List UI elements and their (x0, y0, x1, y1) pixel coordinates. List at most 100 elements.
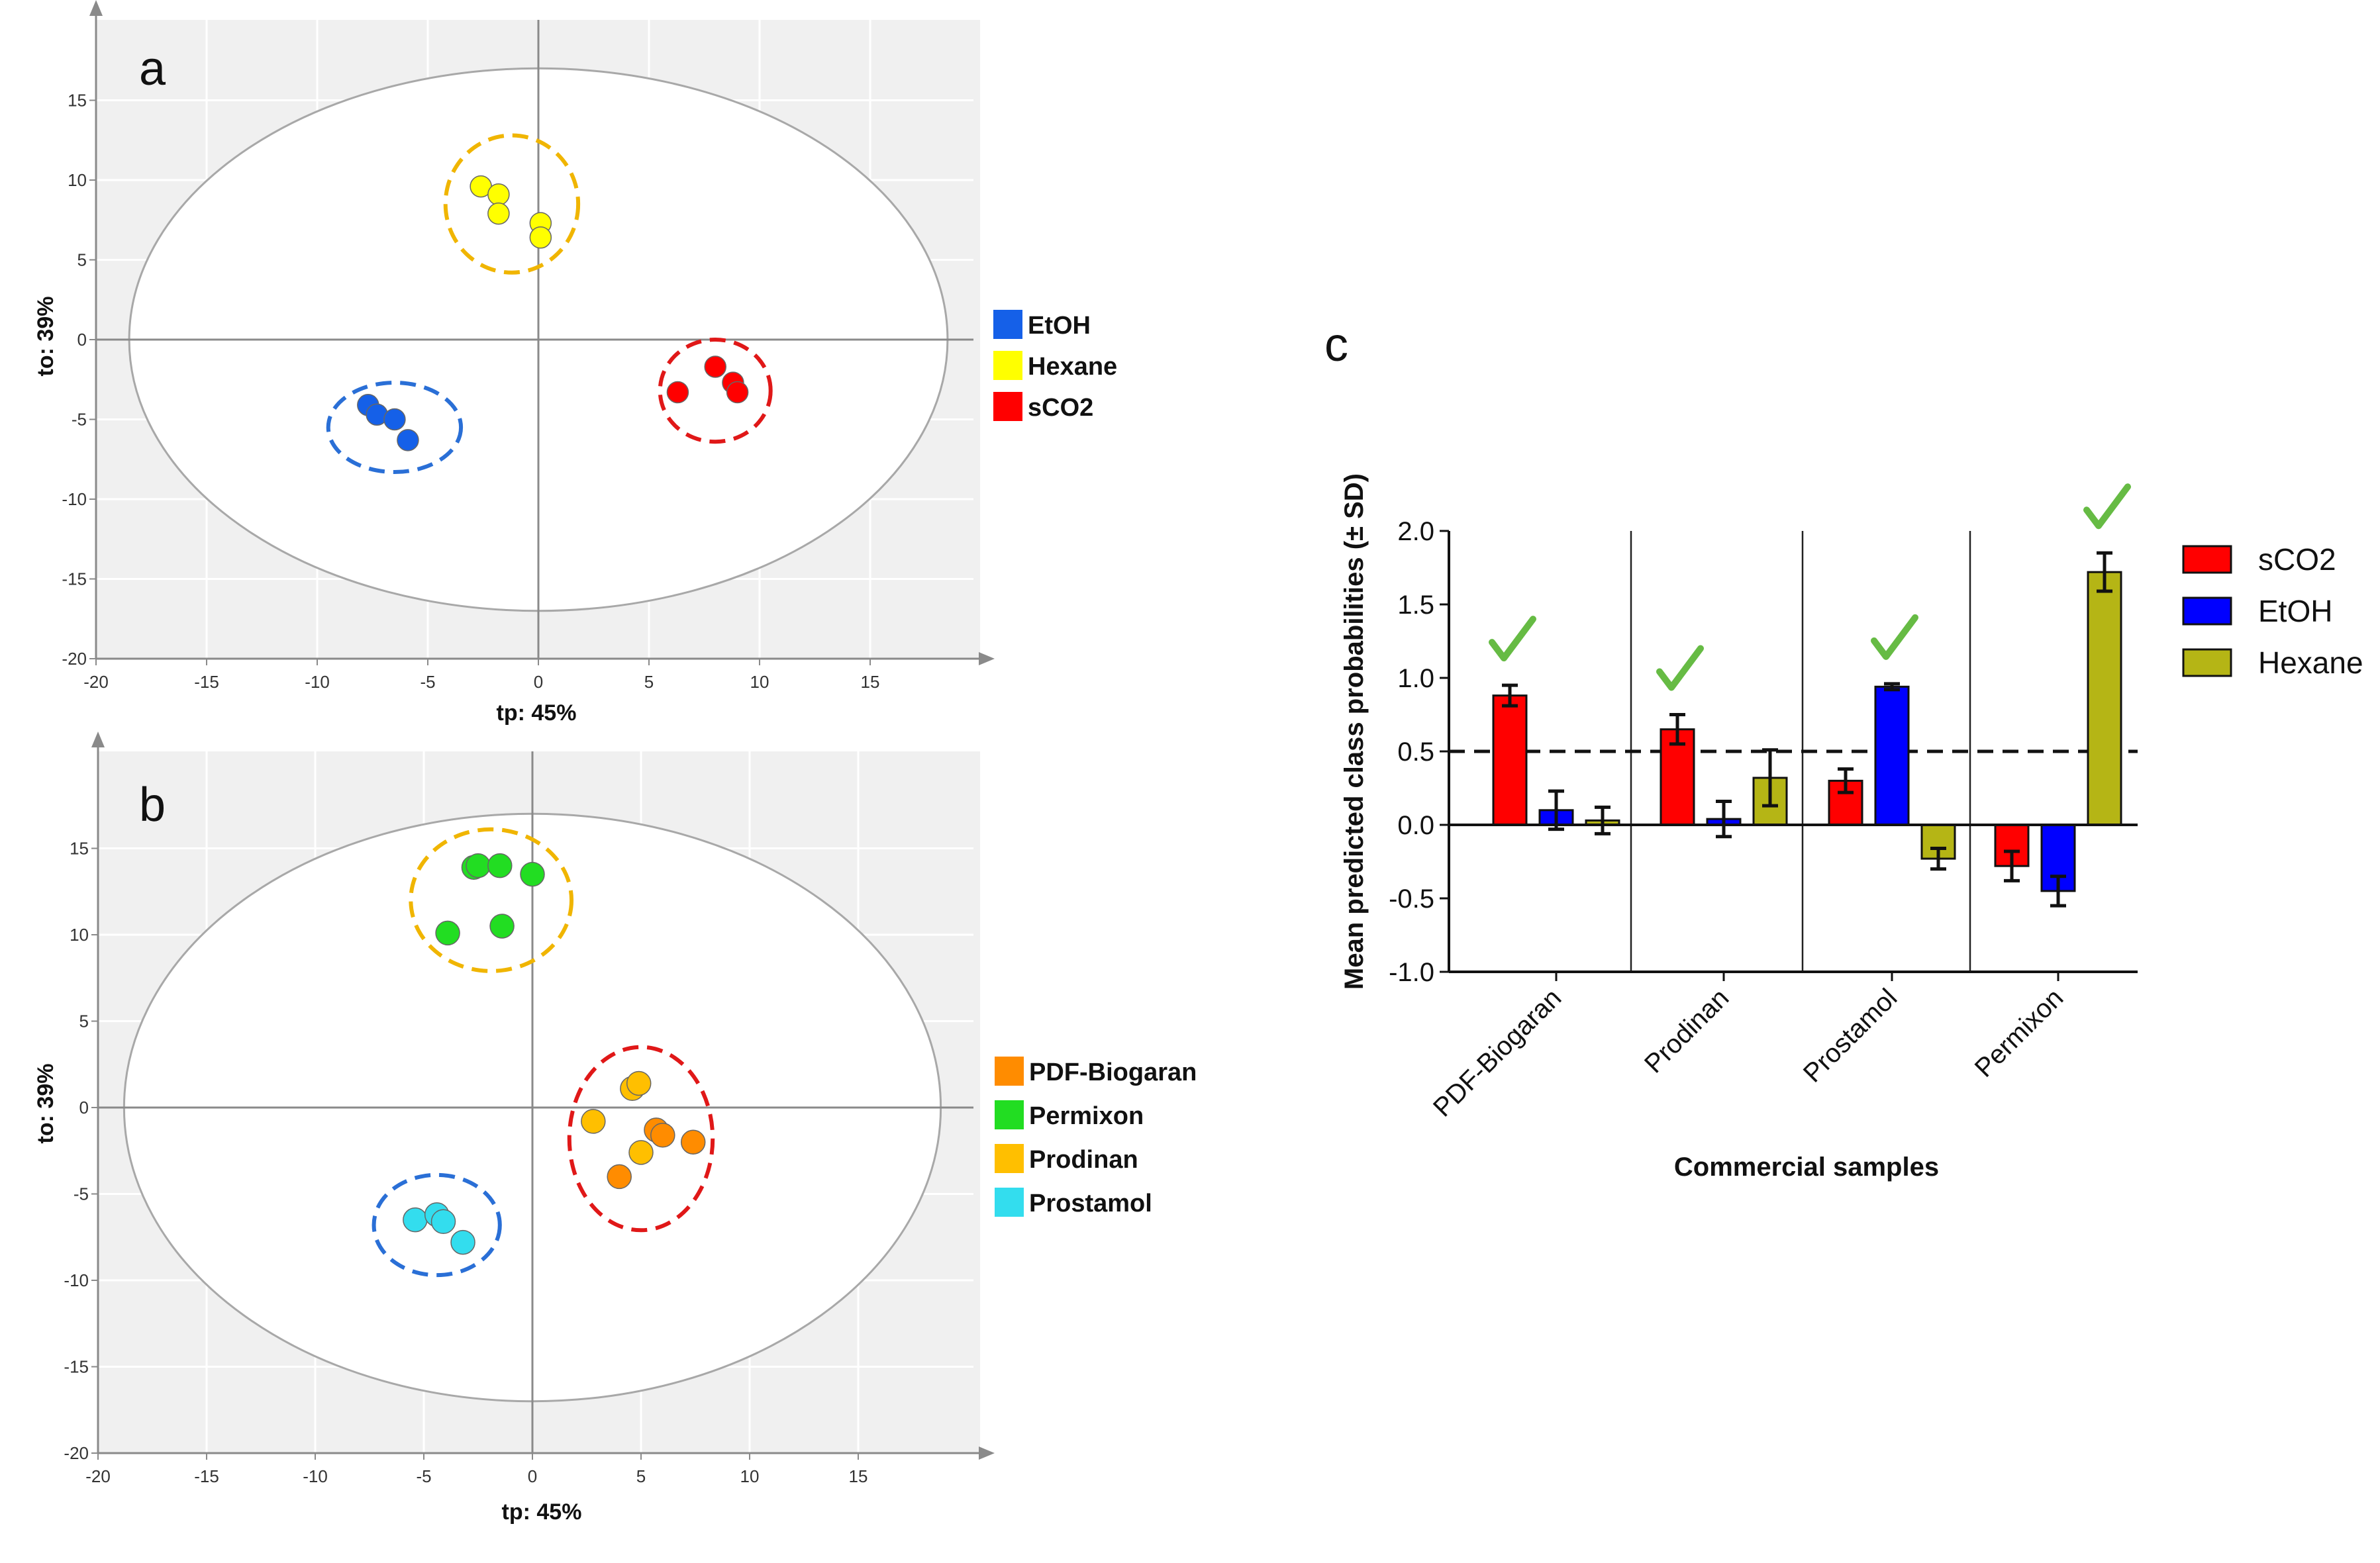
panel-a-label: a (139, 42, 166, 95)
panel-b-y-tick-label: -10 (64, 1270, 89, 1290)
panel-a-legend: EtOH Hexane sCO2 (993, 310, 1117, 422)
point-etoh (383, 408, 406, 431)
legend-label-prostamol: Prostamol (1029, 1190, 1152, 1217)
panel-a-y-tick-label: -5 (72, 410, 87, 430)
panel-b-y-tick-label: -5 (74, 1184, 89, 1204)
point-sco2 (666, 381, 689, 404)
panel-c-x-axis-label: Commercial samples (1674, 1153, 1939, 1182)
panel-a-cluster-ellipses (326, 133, 773, 475)
checkmark-icon (1871, 614, 1918, 660)
panel-a-x-tick-label: 0 (534, 672, 543, 692)
panel-b-x-tick-label: 10 (740, 1466, 760, 1486)
point-permixon (487, 853, 513, 878)
panel-b-score-plot: -20 -15 -10 -5 0 5 10 15 -20 -15 -10 -5 0 5 10 15 b tp:… (33, 732, 1197, 1525)
panel-a-y-tick-label: -15 (62, 569, 87, 589)
panel-a-x-axis-label: tp: 45% (497, 700, 577, 726)
panel-b-y-tick-label: 5 (79, 1012, 89, 1031)
y-tick-label: -1.0 (1389, 958, 1434, 987)
panel-a-cluster-ellipse (658, 338, 773, 444)
y-tick-label: 0.0 (1397, 811, 1434, 840)
panel-a-cluster-ellipse (326, 381, 464, 475)
legend-swatch-hexane (993, 351, 1022, 380)
panel-b-x-axis-label: tp: 45% (502, 1499, 582, 1525)
point-hexane (487, 183, 510, 206)
panel-c-checkmarks (1489, 483, 2131, 691)
panel-b-x-tick-label: 5 (636, 1466, 646, 1486)
point-prodinan (628, 1140, 654, 1165)
panel-a-y-tick-label: 15 (68, 91, 87, 111)
point-prodinan (581, 1109, 606, 1134)
panel-b-x-tick-label: -10 (303, 1466, 328, 1486)
legend-label-hexane: Hexane (1028, 353, 1117, 381)
panel-b-x-tick-label: -20 (85, 1466, 111, 1486)
point-permixon (520, 861, 545, 887)
legend-label-etoh: EtOH (2258, 594, 2332, 628)
legend-label-pdf-biogaran: PDF-Biogaran (1029, 1059, 1197, 1086)
legend-swatch-hexane (2182, 648, 2232, 677)
panel-b-x-tick-label: -5 (416, 1466, 431, 1486)
panel-b-axes (91, 732, 995, 1460)
legend-swatch-etoh (2182, 596, 2232, 626)
legend-swatch-prostamol (995, 1188, 1024, 1217)
point-pdf-biogaran (650, 1123, 675, 1148)
panel-a-x-tick-label: -10 (305, 672, 330, 692)
x-tick-label-prostamol: Prostamol (1798, 983, 1903, 1088)
panel-c-bars (1492, 551, 2122, 908)
legend-swatch-etoh (993, 310, 1022, 339)
point-permixon (489, 914, 515, 939)
point-permixon (435, 920, 460, 946)
checkmark-icon (2083, 483, 2131, 530)
panel-a-y-tick-label: 10 (68, 170, 87, 190)
panel-b-cluster-ellipse (409, 827, 574, 973)
point-prostamol (430, 1209, 456, 1235)
legend-label-hexane: Hexane (2258, 645, 2363, 680)
panel-a-score-plot: -20 -15 -10 -5 0 5 10 15 -20 -15 -10 -5 0 5 10 15 a tp:… (33, 0, 1117, 726)
panel-a-y-tick-label: 5 (77, 250, 87, 270)
point-pdf-biogaran (607, 1164, 632, 1190)
y-tick-label: 1.0 (1397, 664, 1434, 693)
point-prostamol (403, 1207, 428, 1233)
legend-label-prodinan: Prodinan (1029, 1146, 1138, 1174)
x-tick-label-permixon: Permixon (1969, 983, 2069, 1083)
point-prostamol (450, 1229, 475, 1255)
checkmark-icon (1489, 616, 1536, 662)
y-tick-label: 0.5 (1397, 737, 1434, 767)
panel-a-x-axis-arrow (979, 652, 995, 665)
panel-b-x-tick-label: 15 (849, 1466, 868, 1486)
panel-c-legend: sCO2 EtOH Hexane (2182, 542, 2363, 680)
legend-label-permixon: Permixon (1029, 1102, 1144, 1130)
panel-c-y-axis-label: Mean predicted class probabilities (± SD… (1340, 473, 1369, 990)
panel-a-x-tick-label: -20 (83, 672, 109, 692)
point-hexane (529, 226, 552, 249)
x-tick-label-prodinan: Prodinan (1639, 983, 1734, 1078)
panel-b-cluster-ellipses (372, 827, 715, 1278)
legend-swatch-prodinan (995, 1144, 1024, 1173)
legend-label-sco2: sCO2 (2258, 542, 2336, 577)
y-tick-label: 1.5 (1397, 591, 1434, 620)
panel-b-label: b (139, 779, 166, 831)
point-prodinan (626, 1070, 652, 1096)
panel-a-x-tick-label: 5 (644, 672, 654, 692)
panel-b-y-tick-label: 15 (70, 839, 89, 859)
x-tick-label-pdf-biogaran: PDF-Biogaran (1428, 983, 1567, 1122)
y-tick-label: 2.0 (1397, 517, 1434, 546)
panel-b-y-tick-label: -20 (64, 1443, 89, 1463)
panel-b-y-axis-label: to: 39% (33, 1064, 58, 1144)
legend-label-sco2: sCO2 (1028, 394, 1093, 422)
panel-b-y-axis-arrow (91, 732, 105, 747)
panel-b-tick-labels: -20 -15 -10 -5 0 5 10 15 -20 -15 -10 -5 0 5 10 15 (64, 839, 868, 1487)
panel-a-x-tick-label: 15 (861, 672, 880, 692)
point-hexane (487, 202, 510, 225)
bar-hexane-permixon (2087, 571, 2122, 826)
panel-a-x-tick-label: 10 (750, 672, 769, 692)
panel-b-y-tick-label: 10 (70, 925, 89, 945)
panel-a-cluster-ellipse (443, 133, 581, 275)
legend-swatch-sco2 (993, 392, 1022, 421)
point-sco2 (704, 355, 726, 378)
panel-a-y-tick-label: -20 (62, 649, 87, 669)
checkmark-icon (1656, 645, 1704, 691)
panel-a-x-tick-label: -5 (420, 672, 435, 692)
bar-sco2-pdf-biogaran (1492, 694, 1528, 826)
legend-label-etoh: EtOH (1028, 312, 1091, 340)
